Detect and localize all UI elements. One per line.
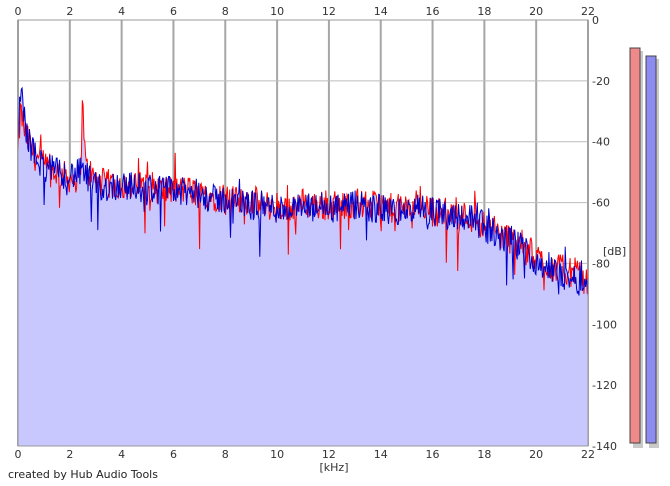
y-tick-label: 0 (592, 14, 599, 27)
x-tick-bottom-label: 20 (529, 448, 543, 461)
x-ticks-top: 0 2 4 6 8 10 12 14 16 18 20 22 (15, 5, 596, 18)
y-tick-label: -20 (592, 75, 610, 88)
x-tick-bottom-label: 4 (118, 448, 125, 461)
y-axis-label: [dB] (603, 245, 626, 258)
x-tick-bottom-label: 14 (374, 448, 388, 461)
spectrum-area-fill (18, 88, 588, 446)
x-tick-top-label: 16 (426, 5, 440, 18)
x-tick-bottom-label: 10 (270, 448, 284, 461)
y-ticks: 0 -20 -40 -60 -80 -100 -120 -140 (592, 14, 617, 453)
y-tick-label: -60 (592, 197, 610, 210)
level-meters (629, 47, 659, 448)
x-tick-bottom-label: 12 (322, 448, 336, 461)
series-layer (17, 86, 589, 297)
x-tick-top-label: 8 (222, 5, 229, 18)
y-tick-label: -100 (592, 318, 617, 331)
x-tick-bottom-label: 0 (15, 448, 22, 461)
credit-text: created by Hub Audio Tools (8, 468, 158, 481)
x-tick-top-label: 12 (322, 5, 336, 18)
x-tick-bottom-label: 2 (66, 448, 73, 461)
x-tick-top-label: 22 (581, 5, 595, 18)
x-ticks-bottom: 0 2 4 6 8 10 12 14 16 18 20 22 (15, 448, 596, 461)
y-tick-label: -80 (592, 257, 610, 270)
x-tick-top-label: 14 (374, 5, 388, 18)
x-tick-bottom-label: 18 (477, 448, 491, 461)
y-tick-label: -40 (592, 136, 610, 149)
x-tick-bottom-label: 16 (426, 448, 440, 461)
series-line-1 (17, 86, 589, 297)
x-axis-label: [kHz] (320, 461, 349, 474)
x-tick-bottom-label: 8 (222, 448, 229, 461)
meter-bar-1 (645, 55, 657, 444)
y-tick-label: -140 (592, 440, 617, 453)
x-tick-top-label: 4 (118, 5, 125, 18)
x-tick-top-label: 0 (15, 5, 22, 18)
plot-frame (17, 19, 589, 447)
x-tick-top-label: 10 (270, 5, 284, 18)
x-tick-bottom-label: 22 (581, 448, 595, 461)
x-tick-top-label: 6 (170, 5, 177, 18)
x-tick-bottom-label: 6 (170, 448, 177, 461)
x-tick-top-label: 18 (477, 5, 491, 18)
x-tick-top-label: 2 (66, 5, 73, 18)
y-tick-label: -120 (592, 379, 617, 392)
meter-bar-0 (629, 47, 641, 444)
x-tick-top-label: 20 (529, 5, 543, 18)
